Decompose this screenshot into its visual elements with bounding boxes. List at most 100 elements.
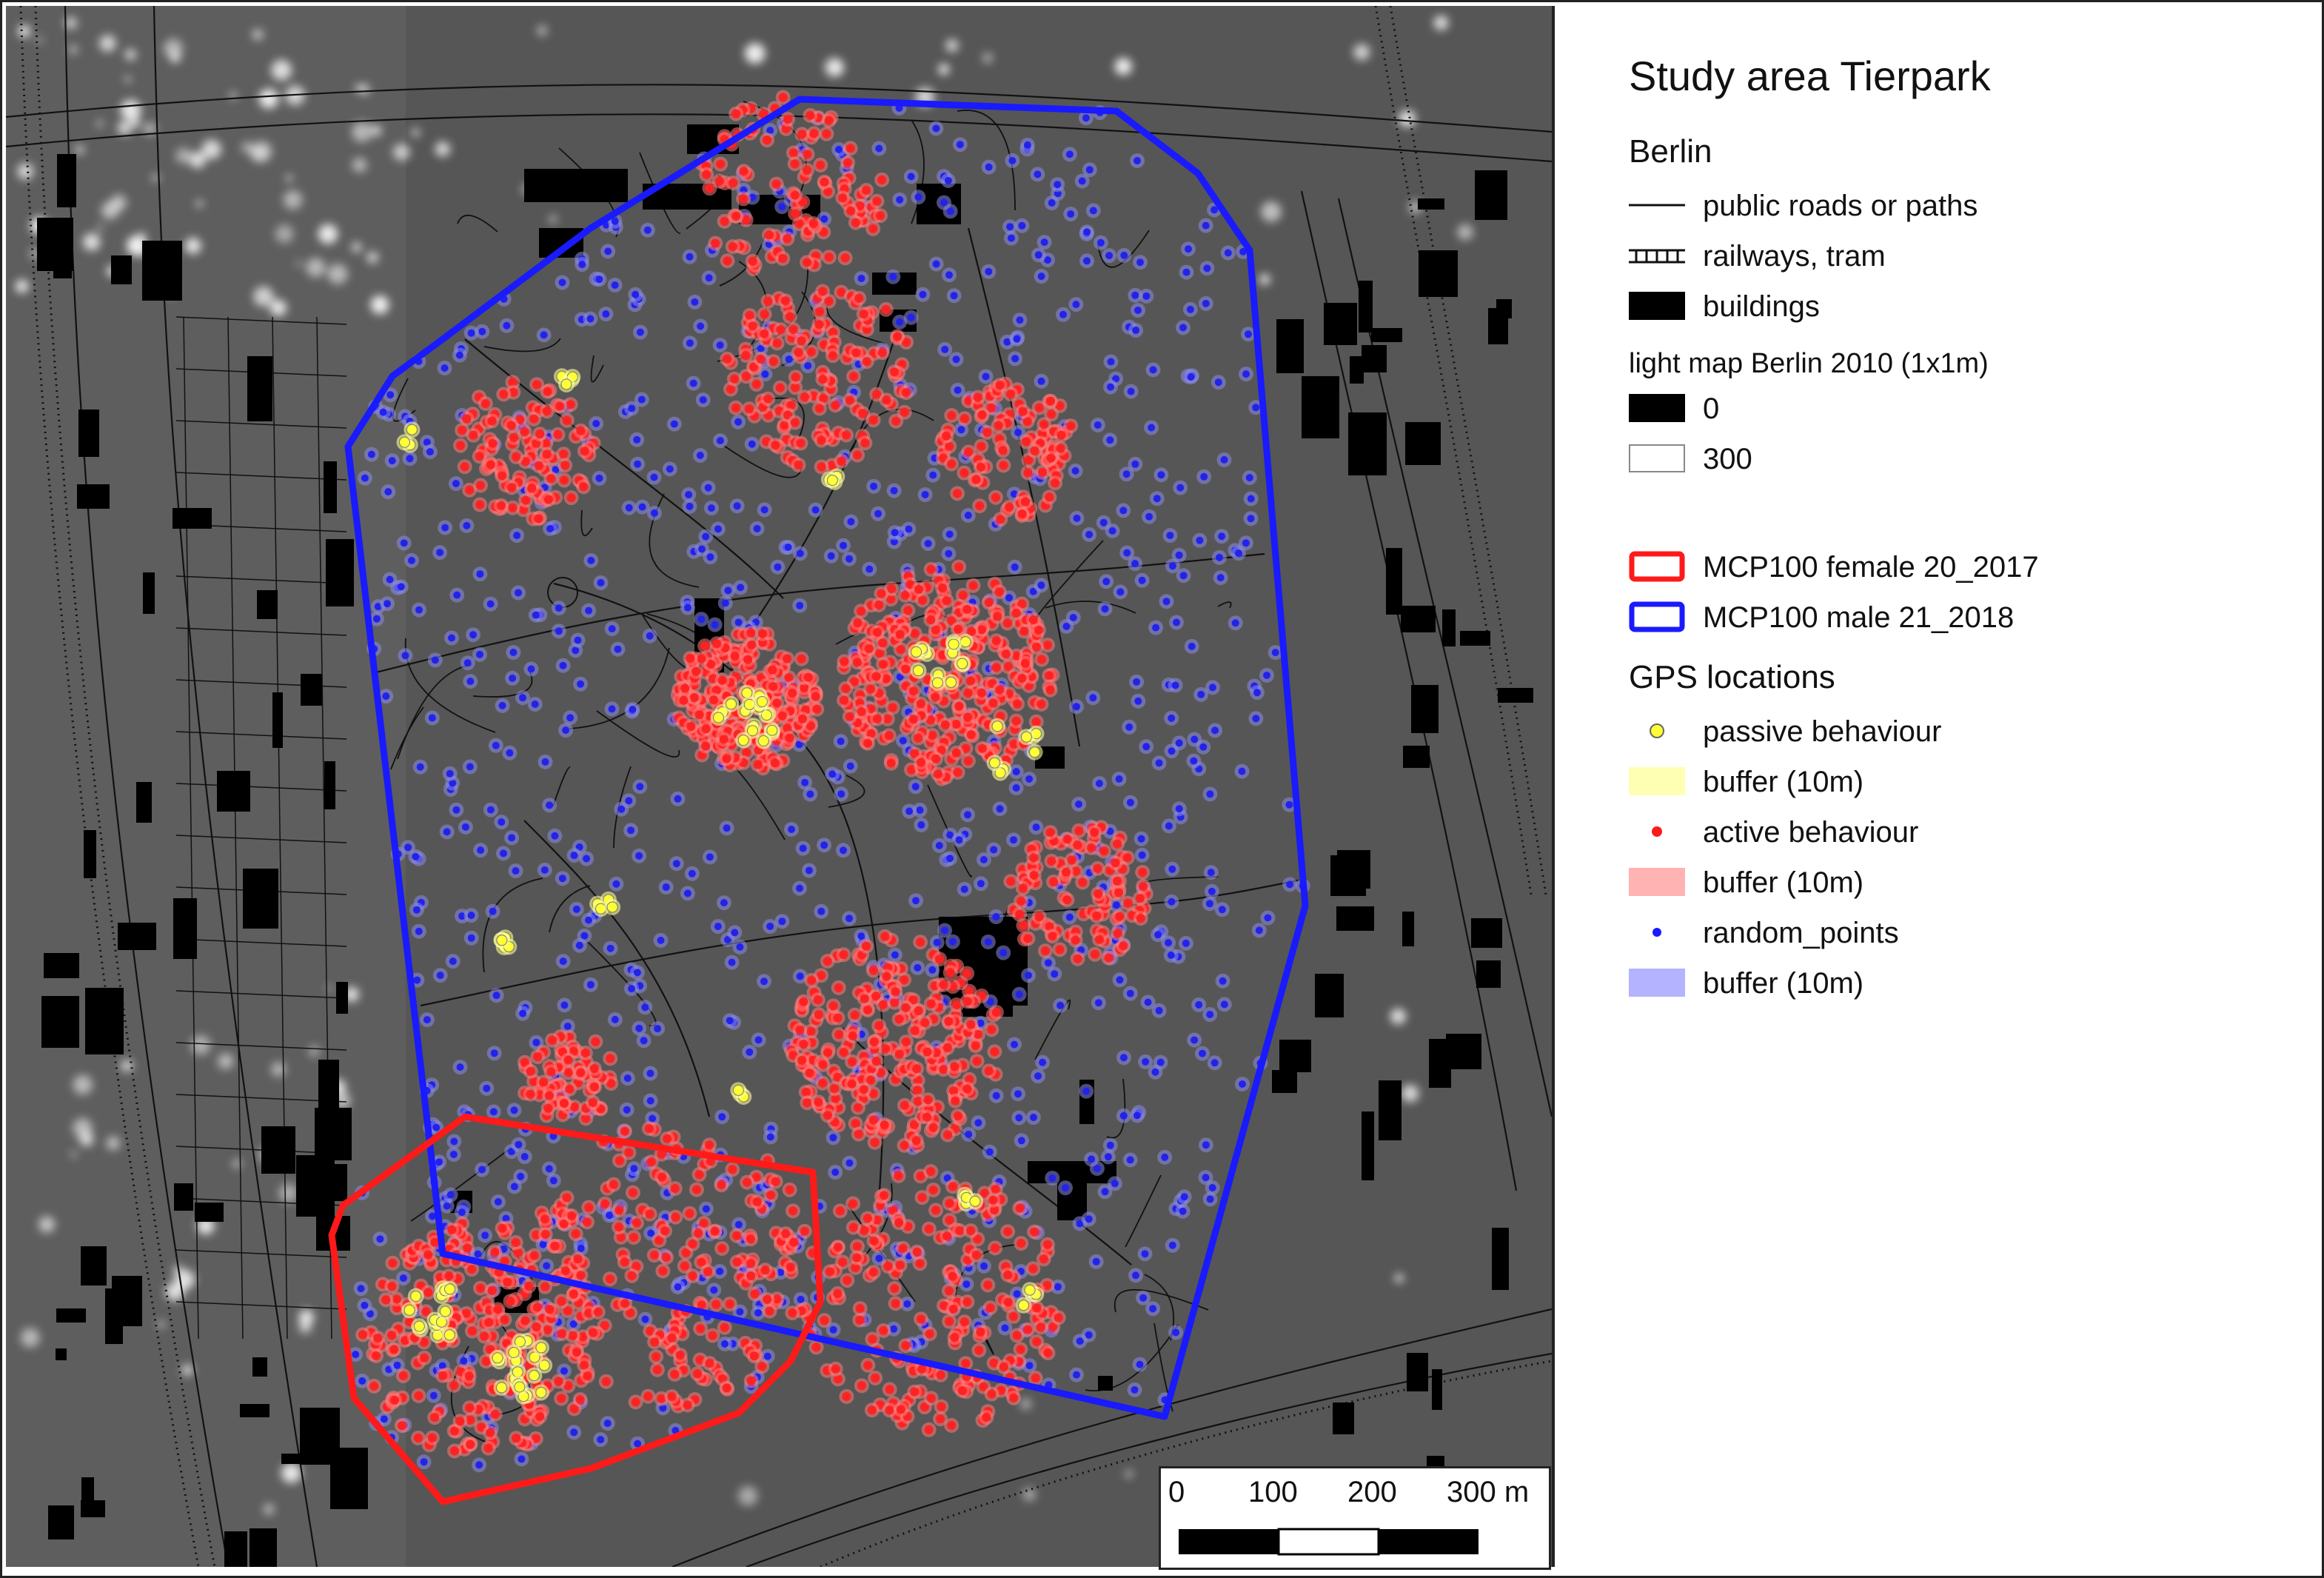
random-point: [1210, 206, 1219, 214]
random-point: [1263, 672, 1270, 679]
random-point: [706, 553, 714, 561]
active-point: [853, 618, 863, 628]
random-point: [907, 313, 915, 321]
street-light: [938, 64, 950, 75]
active-point: [863, 1006, 873, 1014]
random-point: [691, 298, 699, 306]
active-point: [1017, 599, 1027, 609]
active-point: [842, 1391, 851, 1401]
random-point: [945, 271, 953, 279]
street-light: [181, 1364, 193, 1376]
active-point: [859, 1085, 868, 1094]
random-point: [404, 843, 412, 852]
random-point: [1142, 743, 1151, 751]
random-point: [1136, 258, 1144, 267]
street-light: [1261, 201, 1282, 222]
random-point: [1085, 1215, 1093, 1223]
random-point: [634, 1440, 642, 1448]
active-point: [900, 407, 909, 417]
active-point: [885, 1405, 894, 1415]
active-point: [814, 1010, 823, 1020]
random-point: [492, 992, 500, 1000]
random-point: [1116, 588, 1125, 596]
building: [118, 923, 156, 950]
random-point: [559, 661, 567, 669]
street-light: [982, 53, 993, 64]
active-point: [580, 1360, 589, 1370]
active-point: [741, 351, 751, 360]
street-light: [392, 144, 410, 161]
random-point: [801, 778, 809, 786]
random-point: [1200, 472, 1208, 481]
random-point: [1180, 1193, 1188, 1201]
random-point: [840, 846, 847, 855]
street-light: [158, 1320, 165, 1328]
random-point: [1224, 249, 1232, 257]
random-point: [899, 737, 907, 745]
active-point: [620, 1126, 629, 1136]
random-point: [555, 604, 563, 612]
random-point: [386, 575, 394, 584]
street-line: [175, 575, 347, 584]
street-light: [435, 141, 451, 157]
active-point: [1034, 625, 1043, 635]
random-point: [1141, 1250, 1149, 1258]
random-point: [1008, 156, 1017, 164]
random-point: [1152, 623, 1160, 632]
random-point: [1014, 429, 1022, 436]
map-panel[interactable]: [6, 6, 1552, 1567]
random-point: [1134, 307, 1142, 314]
active-point: [880, 932, 890, 941]
active-point: [948, 1304, 958, 1314]
random-point: [1179, 324, 1187, 332]
active-point: [535, 1412, 545, 1421]
active-point: [961, 1359, 971, 1368]
random-point: [831, 1169, 840, 1176]
active-point: [874, 1021, 884, 1031]
random-point: [611, 217, 619, 225]
random-point: [458, 912, 466, 920]
random-point: [911, 783, 920, 791]
building: [1386, 548, 1402, 615]
street-light: [371, 125, 382, 136]
building: [324, 461, 337, 513]
active-point: [1012, 1331, 1022, 1340]
random-point: [1102, 578, 1111, 586]
random-point: [608, 625, 616, 633]
random-point: [1115, 775, 1123, 783]
random-point: [1045, 959, 1052, 967]
active-point: [931, 692, 940, 702]
random-point: [1034, 170, 1042, 178]
active-point: [845, 712, 854, 721]
active-point: [910, 1387, 920, 1397]
random-point: [1012, 768, 1020, 776]
active-point: [743, 655, 753, 664]
random-point: [559, 957, 567, 966]
random-point: [932, 124, 940, 133]
random-point: [384, 600, 391, 608]
park-path: [590, 355, 604, 383]
random-point: [714, 923, 722, 931]
random-point: [686, 339, 694, 347]
street-light: [36, 36, 43, 43]
random-point: [1165, 939, 1173, 947]
random-point: [517, 1172, 525, 1180]
active-point: [883, 714, 892, 723]
random-point: [748, 440, 756, 448]
active-point: [874, 601, 884, 609]
random-point: [827, 552, 835, 560]
random-point: [723, 824, 731, 832]
building: [250, 1528, 277, 1567]
street-light: [352, 242, 362, 253]
street-light: [195, 200, 204, 207]
street-light: [17, 163, 34, 180]
active-point: [901, 388, 911, 398]
random-point: [1155, 1006, 1163, 1014]
random-point: [1078, 177, 1086, 185]
active-point: [1043, 1348, 1053, 1357]
active-point: [966, 1226, 976, 1235]
street-light: [269, 299, 287, 316]
active-point: [419, 1337, 429, 1347]
random-point: [1142, 1057, 1150, 1066]
random-point: [1239, 247, 1248, 255]
